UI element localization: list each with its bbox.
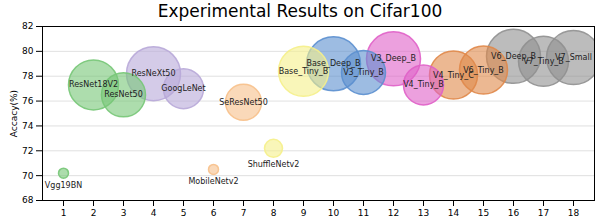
svg-text:72: 72: [22, 146, 33, 156]
svg-text:4: 4: [151, 208, 157, 218]
svg-text:Accacy(%): Accacy(%): [9, 90, 19, 137]
svg-text:9: 9: [301, 208, 307, 218]
svg-text:14: 14: [448, 208, 460, 218]
svg-text:V7_Small: V7_Small: [555, 53, 592, 62]
svg-text:74: 74: [22, 121, 34, 131]
svg-text:ResNet18V2: ResNet18V2: [69, 80, 118, 89]
svg-text:6: 6: [211, 208, 217, 218]
svg-text:78: 78: [22, 71, 34, 81]
svg-text:11: 11: [358, 208, 369, 218]
svg-text:5: 5: [181, 208, 187, 218]
svg-text:16: 16: [508, 208, 520, 218]
svg-text:68: 68: [22, 195, 34, 205]
svg-text:15: 15: [478, 208, 489, 218]
svg-text:V4_Tiny_C: V4_Tiny_C: [433, 70, 474, 80]
svg-text:V3_Tiny_B: V3_Tiny_B: [343, 68, 384, 77]
svg-text:1: 1: [61, 208, 67, 218]
svg-text:GoogLeNet: GoogLeNet: [161, 84, 205, 93]
html-text:Experimental Results on Cifar1: Experimental Results on Cifar100: [157, 1, 443, 21]
svg-text:V6_Deep_B: V6_Deep_B: [490, 51, 537, 61]
svg-text:18: 18: [568, 208, 580, 218]
svg-text:MobileNetv2: MobileNetv2: [188, 177, 238, 186]
svg-text:7: 7: [241, 208, 247, 218]
svg-text:3: 3: [121, 208, 127, 218]
svg-text:V3_Deep_B: V3_Deep_B: [371, 54, 416, 63]
svg-text:SeResNet50: SeResNet50: [219, 98, 268, 107]
svg-text:Vgg19BN: Vgg19BN: [45, 181, 82, 190]
svg-text:V7_Tiny_B: V7_Tiny_B: [523, 56, 564, 66]
svg-text:82: 82: [22, 22, 33, 31]
svg-text:Base_Deep_B: Base_Deep_B: [306, 59, 360, 68]
svg-text:17: 17: [538, 208, 549, 218]
svg-text:10: 10: [328, 208, 340, 218]
svg-text:12: 12: [388, 208, 399, 218]
svg-text:ShuffleNetv2: ShuffleNetv2: [248, 160, 300, 169]
svg-text:ResNet50: ResNet50: [104, 90, 143, 99]
svg-text:13: 13: [418, 208, 429, 218]
svg-text:76: 76: [22, 96, 34, 106]
svg-text:V4_Tiny_B: V4_Tiny_B: [403, 80, 444, 89]
svg-text:ResNeXt50: ResNeXt50: [132, 69, 176, 78]
svg-text:8: 8: [271, 208, 277, 218]
svg-text:V6_Tiny_B: V6_Tiny_B: [463, 66, 504, 75]
svg-text:2: 2: [91, 208, 97, 218]
svg-text:Base_Tiny_B: Base_Tiny_B: [278, 66, 329, 76]
svg-text:70: 70: [22, 171, 34, 181]
svg-text:80: 80: [22, 46, 34, 56]
